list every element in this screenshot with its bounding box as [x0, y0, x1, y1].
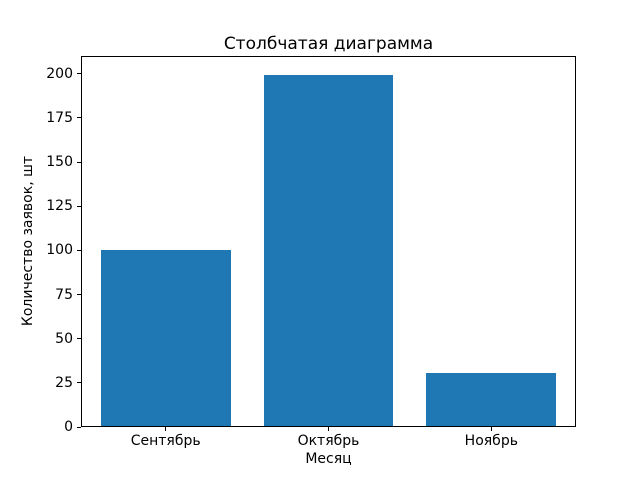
bar — [263, 74, 394, 426]
x-tick-label: Ноябрь — [464, 433, 518, 449]
y-tick-label: 125 — [46, 198, 73, 215]
y-tick-label: 75 — [55, 286, 73, 303]
chart-title: Столбчатая диаграмма — [223, 34, 434, 54]
x-tick-mark — [490, 427, 492, 431]
x-tick-mark — [165, 427, 167, 431]
x-tick-mark — [328, 427, 329, 431]
y-tick-mark — [77, 73, 81, 75]
y-tick-label: 0 — [64, 419, 73, 435]
y-tick-mark — [77, 382, 81, 384]
y-tick-label: 200 — [46, 65, 73, 82]
y-tick-label: 150 — [46, 154, 73, 170]
y-tick-mark — [77, 161, 81, 163]
y-tick-mark — [77, 426, 81, 428]
x-tick-label: Сентябрь — [130, 433, 201, 449]
bar — [425, 373, 556, 426]
y-tick-mark — [77, 205, 81, 207]
bar — [101, 250, 232, 426]
y-tick-label: 50 — [55, 330, 73, 347]
y-tick-mark — [77, 117, 81, 119]
y-tick-mark — [77, 249, 81, 251]
x-tick-label: Октябрь — [297, 433, 360, 449]
x-axis-label: Месяц — [305, 451, 352, 467]
y-tick-label: 100 — [46, 242, 73, 259]
y-axis-label: Количество заявок, шт — [20, 155, 36, 327]
y-tick-label: 175 — [46, 109, 73, 126]
y-tick-mark — [77, 338, 81, 340]
y-tick-label: 25 — [55, 374, 73, 391]
y-tick-mark — [77, 294, 81, 295]
plot-area — [81, 56, 576, 427]
